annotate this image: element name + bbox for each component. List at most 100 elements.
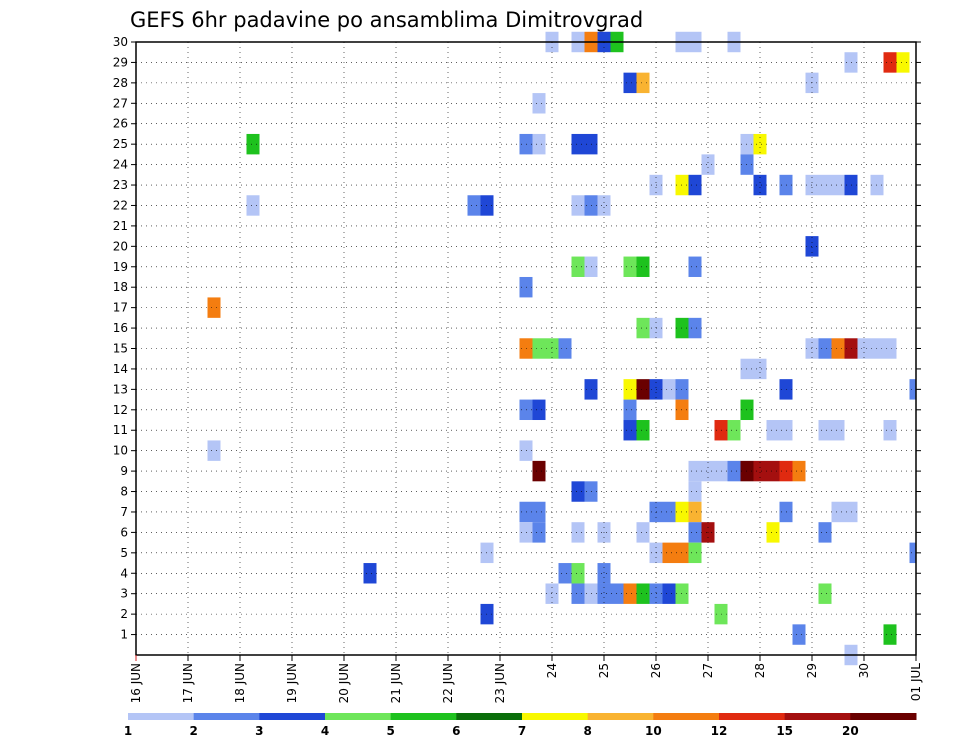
precip-cell [818, 583, 832, 604]
colorbar-label: 7 [518, 724, 526, 738]
y-tick-label: 23 [113, 178, 128, 192]
y-tick-label: 16 [113, 321, 128, 335]
x-axis-date-labels: 16 JUN 17 JUN 18 JUN 19 JUN 20 JUN 21 JUN 22 J… [129, 655, 923, 703]
colorbar-label: 6 [452, 724, 460, 738]
y-tick-label: 22 [113, 198, 128, 212]
precip-cell [532, 338, 546, 359]
precip-cell [883, 624, 897, 645]
y-tick-label: 5 [120, 546, 128, 560]
y-tick-label: 25 [113, 137, 128, 151]
precip-cell [532, 93, 546, 114]
precip-cell [532, 399, 546, 421]
y-tick-label: 17 [113, 301, 128, 315]
colorbar-label: 10 [645, 724, 662, 738]
precip-cell [623, 256, 637, 277]
precip-cell [532, 501, 546, 523]
colorbar-segment [784, 713, 851, 720]
precip-cell [571, 133, 585, 155]
precip-cell [688, 317, 702, 339]
precip-cell [831, 174, 845, 196]
colorbar-legend: 1 2 3 4 5 6 7 8 10 12 15 20 [124, 713, 917, 738]
grid-lines [136, 41, 916, 655]
precip-cell [883, 420, 897, 441]
precip-cell [246, 195, 260, 216]
precip-cell [207, 297, 221, 318]
colorbar-label: 20 [842, 724, 859, 738]
precip-cell [532, 133, 546, 155]
x-tick-label: 30 [857, 663, 871, 678]
x-tick-label: 17 JUN [181, 663, 195, 703]
precip-cell [662, 583, 676, 604]
precip-cell [753, 133, 767, 155]
x-tick-label: 22 JUN [441, 663, 455, 703]
chart-title: GEFS 6hr padavine po ansamblima Dimitrov… [130, 8, 643, 32]
precip-cell [623, 583, 637, 604]
precipitation-cells [207, 31, 916, 666]
precip-cell [857, 338, 871, 359]
colorbar-segment [128, 713, 195, 720]
precip-cell [623, 72, 637, 94]
precip-cell [636, 72, 650, 94]
y-tick-label: 20 [113, 239, 128, 253]
y-tick-label: 27 [113, 96, 128, 110]
x-tick-label: 20 JUN [337, 663, 351, 703]
precip-cell [818, 420, 832, 441]
precip-cell [883, 52, 897, 73]
precip-cell [571, 481, 585, 502]
precip-cell [766, 460, 780, 482]
precip-cell [688, 481, 702, 502]
precip-cell [818, 174, 832, 196]
precip-cell [688, 542, 702, 564]
colorbar-segment [522, 713, 589, 720]
y-tick-label: 28 [113, 76, 128, 90]
precip-cell [467, 195, 481, 216]
colorbar-label: 1 [124, 724, 132, 738]
x-tick-label: 23 JUN [493, 663, 507, 703]
precip-cell [766, 522, 780, 543]
precip-cell [792, 624, 806, 645]
precip-cell [662, 379, 676, 400]
colorbar-label: 15 [776, 724, 793, 738]
x-tick-label: 18 JUN [233, 663, 247, 703]
precip-cell [818, 338, 832, 359]
precip-cell [558, 563, 572, 584]
precip-cell [896, 52, 910, 73]
precip-cell [571, 256, 585, 277]
colorbar-label: 2 [189, 724, 197, 738]
colorbar-segment [456, 713, 523, 720]
y-tick-label: 21 [113, 219, 128, 233]
y-tick-label: 29 [113, 55, 128, 69]
precip-cell [636, 256, 650, 277]
precip-cell [831, 501, 845, 523]
precip-cell [766, 420, 780, 441]
colorbar-label: 5 [386, 724, 394, 738]
colorbar-label: 3 [255, 724, 263, 738]
precip-cell [532, 460, 546, 482]
precip-cell [688, 522, 702, 543]
precip-cell [753, 174, 767, 196]
precip-cell [727, 420, 741, 441]
colorbar-segment [653, 713, 720, 720]
y-tick-label: 9 [120, 464, 128, 478]
y-tick-label: 13 [113, 382, 128, 396]
y-tick-label: 15 [113, 342, 128, 356]
precip-cell [909, 379, 916, 400]
precip-cell [688, 460, 702, 482]
x-tick-label: 19 JUN [285, 663, 299, 703]
precip-cell [688, 256, 702, 277]
y-tick-label: 6 [120, 525, 128, 539]
precip-cell [571, 563, 585, 584]
x-tick-label: 01 JUL [909, 663, 923, 701]
precip-cell [636, 379, 650, 400]
x-tick-label: 24 [545, 663, 559, 678]
x-tick-label: 26 [649, 663, 663, 678]
precip-cell [792, 460, 806, 482]
precip-cell [623, 379, 637, 400]
precip-cell [571, 583, 585, 604]
colorbar-segment [587, 713, 654, 720]
precip-cell [688, 174, 702, 196]
precip-cell [571, 522, 585, 543]
precip-cell [597, 563, 611, 584]
precip-cell [597, 583, 611, 604]
y-tick-label: 3 [120, 587, 128, 601]
